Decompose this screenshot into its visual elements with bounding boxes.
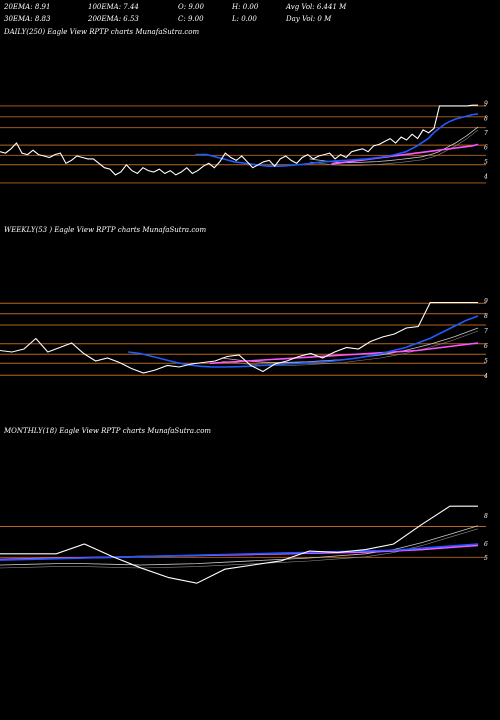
header-high: H: 0.00	[232, 3, 259, 11]
weekly-series-ema-long	[209, 342, 479, 365]
header-day-vol: Day Vol: 0 M	[286, 15, 332, 23]
weekly-chart-title: WEEKLY(53 ) Eagle View RPTP charts Munaf…	[4, 226, 207, 234]
header-row-2: 30EMA: 8.83 200EMA: 6.53 C: 9.00 L: 0.00…	[4, 15, 500, 25]
header-low: L: 0.00	[232, 15, 257, 23]
header-30ema: 30EMA: 8.83	[4, 15, 51, 23]
header-row-1: 20EMA: 8.91 100EMA: 7.44 O: 9.00 H: 0.00…	[4, 3, 500, 13]
daily-series-price	[0, 104, 478, 176]
header-100ema: 100EMA: 7.44	[88, 3, 139, 11]
header-20ema: 20EMA: 8.91	[4, 3, 51, 11]
header-open: O: 9.00	[178, 3, 204, 11]
weekly-ytick-5: 5	[484, 358, 488, 365]
weekly-ytick-9: 9	[484, 298, 488, 305]
monthly-series-ema-mid	[0, 525, 479, 566]
daily-ytick-7: 7	[484, 130, 488, 137]
weekly-series-ema-fast	[128, 315, 479, 368]
header-200ema: 200EMA: 6.53	[88, 15, 139, 23]
daily-series-ema-long	[331, 143, 479, 165]
monthly-series-price	[0, 505, 478, 584]
monthly-ytick-5: 5	[484, 555, 488, 562]
daily-series-ema-fast	[195, 113, 479, 167]
header-close: C: 9.00	[178, 15, 204, 23]
monthly-series-ema-fast	[0, 543, 479, 561]
weekly-ytick-6: 6	[484, 343, 488, 350]
weekly-ytick-8: 8	[484, 313, 488, 320]
daily-ytick-5: 5	[484, 159, 488, 166]
weekly-ytick-7: 7	[484, 328, 488, 335]
header-avg-vol: Avg Vol: 6.441 M	[286, 3, 347, 11]
daily-ytick-8: 8	[484, 115, 488, 122]
daily-ytick-9: 9	[484, 101, 488, 108]
weekly-series-price	[0, 301, 478, 374]
daily-ytick-6: 6	[484, 144, 488, 151]
weekly-ytick-4: 4	[483, 373, 488, 380]
monthly-ytick-8: 8	[484, 513, 488, 520]
daily-series-ema-mid	[309, 126, 479, 163]
daily-chart-title: DAILY(250) Eagle View RPTP charts Munafa…	[4, 28, 200, 36]
daily-ytick-4: 4	[483, 173, 488, 180]
monthly-ytick-6: 6	[484, 541, 488, 548]
monthly-chart-title: MONTHLY(18) Eagle View RPTP charts Munaf…	[4, 427, 212, 435]
